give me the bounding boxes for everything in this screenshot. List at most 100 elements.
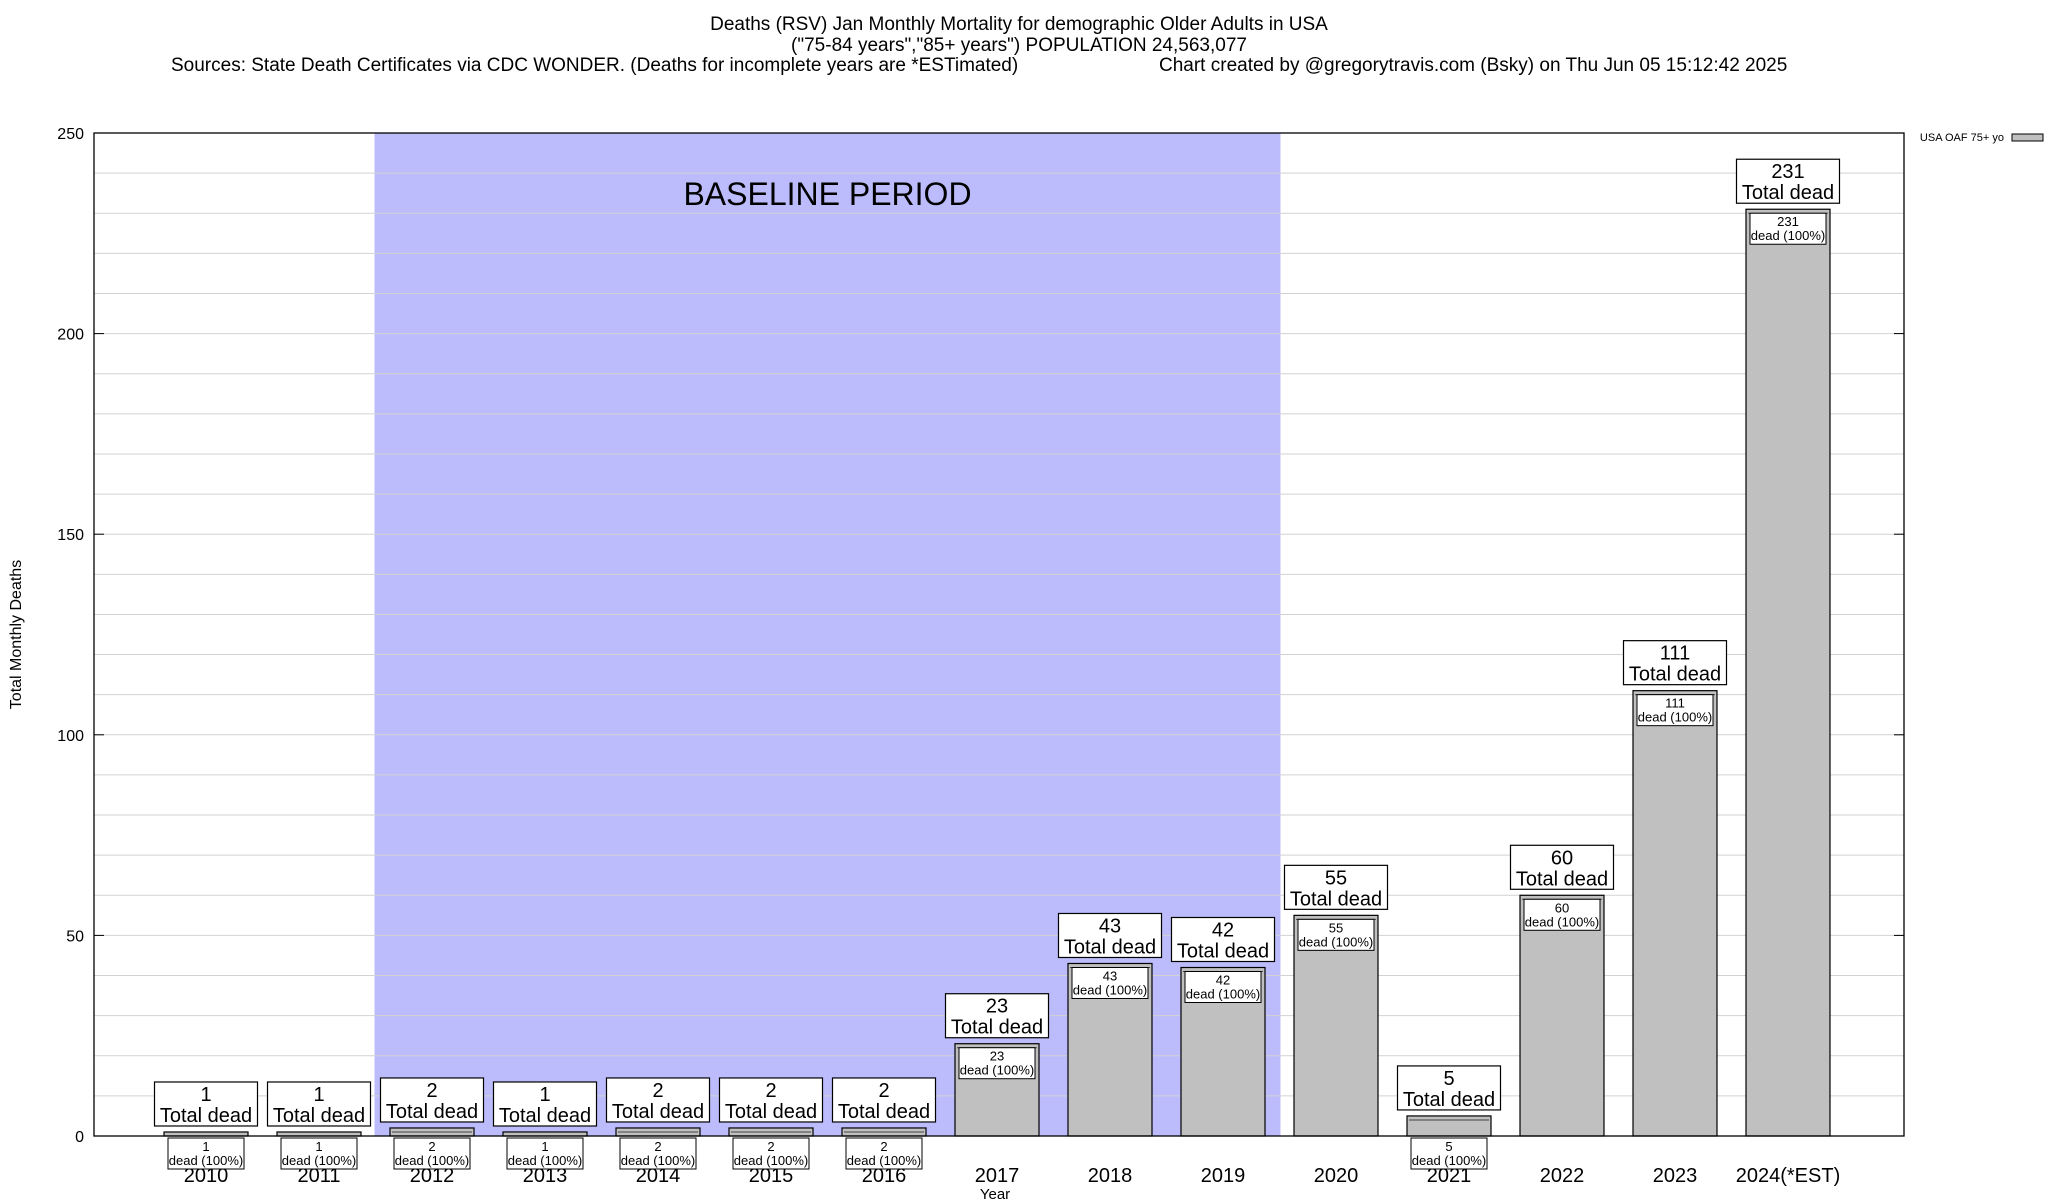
inner-label-box xyxy=(1523,898,1601,931)
inner-label-box xyxy=(1636,694,1714,727)
inner-label-text: dead (100%) xyxy=(282,1153,356,1168)
total-label-value: 2 xyxy=(426,1080,437,1102)
inner-label-text: dead (100%) xyxy=(169,1153,243,1168)
bar xyxy=(1745,208,1831,1137)
x-tick-label: 2018 xyxy=(1088,1165,1133,1187)
x-tick-label: 2019 xyxy=(1201,1165,1246,1187)
inner-label-value: 42 xyxy=(1216,972,1230,987)
y-tick-label: 150 xyxy=(57,527,84,544)
total-label-box xyxy=(831,1077,937,1123)
inner-label-text: dead (100%) xyxy=(734,1153,808,1168)
inner-label-box xyxy=(619,1137,697,1170)
total-label-box xyxy=(605,1077,711,1123)
inner-label-text: dead (100%) xyxy=(1751,228,1825,243)
inner-label-value: 2 xyxy=(880,1139,887,1154)
total-label-box xyxy=(1170,916,1276,963)
x-tick-label: 2014 xyxy=(636,1165,681,1187)
inner-label-text: dead (100%) xyxy=(1073,982,1147,997)
inner-label-value: 1 xyxy=(315,1139,322,1154)
inner-label-box xyxy=(167,1137,245,1170)
total-label-box xyxy=(153,1081,259,1127)
bar xyxy=(1406,1115,1492,1137)
total-label-text: Total dead xyxy=(1742,182,1834,204)
total-label-value: 2 xyxy=(878,1080,889,1102)
x-tick-label: 2015 xyxy=(749,1165,794,1187)
y-tick-label: 200 xyxy=(57,327,84,344)
total-label-value: 2 xyxy=(652,1080,663,1102)
inner-label-box xyxy=(845,1137,923,1170)
inner-label-text: dead (100%) xyxy=(1299,934,1373,949)
inner-label-value: 2 xyxy=(767,1139,774,1154)
inner-label-value: 1 xyxy=(541,1139,548,1154)
total-label-value: 55 xyxy=(1325,867,1347,889)
chart-header: Deaths (RSV) Jan Monthly Mortality for d… xyxy=(0,0,2048,90)
inner-label-value: 2 xyxy=(654,1139,661,1154)
inner-label-text: dead (100%) xyxy=(395,1153,469,1168)
inner-label-box xyxy=(393,1137,471,1170)
inner-label-text: dead (100%) xyxy=(1638,710,1712,725)
inner-label-box xyxy=(1184,970,1262,1003)
inner-label-text: dead (100%) xyxy=(1525,914,1599,929)
total-label-value: 2 xyxy=(765,1080,776,1102)
total-label-value: 1 xyxy=(539,1084,550,1106)
total-label-value: 1 xyxy=(313,1084,324,1106)
x-tick-label: 2016 xyxy=(862,1165,907,1187)
x-tick-label: 2020 xyxy=(1314,1165,1359,1187)
chart-credit: Chart created by @gregorytravis.com (Bsk… xyxy=(1159,55,1788,76)
inner-label-value: 55 xyxy=(1329,920,1343,935)
total-label-text: Total dead xyxy=(1290,888,1382,910)
bar xyxy=(1632,690,1718,1137)
total-label-box xyxy=(1396,1065,1502,1111)
total-label-value: 43 xyxy=(1099,915,1121,937)
x-tick-label: 2022 xyxy=(1540,1165,1585,1187)
chart-sources: Sources: State Death Certificates via CD… xyxy=(171,55,1019,76)
y-tick-label: 100 xyxy=(57,728,84,745)
total-label-box xyxy=(492,1081,598,1127)
total-label-box xyxy=(1509,844,1615,890)
total-label-box xyxy=(266,1081,372,1127)
baseline-label: BASELINE PERIOD xyxy=(683,176,971,212)
total-label-text: Total dead xyxy=(1629,664,1721,686)
x-tick-label: 2010 xyxy=(184,1165,229,1187)
x-tick-label: 2011 xyxy=(297,1165,340,1187)
inner-label-box xyxy=(1749,212,1827,245)
inner-label-box xyxy=(732,1137,810,1170)
inner-label-value: 1 xyxy=(202,1139,209,1154)
x-tick-label: 2024(*EST) xyxy=(1736,1165,1841,1187)
total-label-box xyxy=(718,1077,824,1123)
total-label-text: Total dead xyxy=(1064,936,1156,958)
x-tick-label: 2021 xyxy=(1427,1165,1472,1187)
inner-label-box xyxy=(506,1137,584,1170)
total-label-text: Total dead xyxy=(160,1105,252,1127)
total-label-value: 1 xyxy=(200,1084,211,1106)
x-tick-label: 2017 xyxy=(975,1165,1020,1187)
inner-label-text: dead (100%) xyxy=(960,1063,1034,1078)
inner-label-box xyxy=(1297,918,1375,951)
inner-label-text: dead (100%) xyxy=(621,1153,695,1168)
total-label-value: 60 xyxy=(1551,847,1573,869)
inner-label-value: 23 xyxy=(990,1049,1004,1064)
inner-label-box xyxy=(958,1047,1036,1080)
inner-label-box xyxy=(1071,966,1149,999)
inner-label-value: 43 xyxy=(1103,968,1117,983)
total-label-text: Total dead xyxy=(499,1105,591,1127)
total-label-box xyxy=(1622,640,1728,686)
inner-label-text: dead (100%) xyxy=(1186,986,1260,1001)
x-tick-label: 2023 xyxy=(1653,1165,1698,1187)
total-label-box xyxy=(1735,158,1841,204)
total-label-text: Total dead xyxy=(951,1017,1043,1039)
total-label-text: Total dead xyxy=(612,1101,704,1123)
legend-swatch xyxy=(2011,133,2044,142)
chart-title: Deaths (RSV) Jan Monthly Mortality for d… xyxy=(710,14,1328,35)
inner-label-value: 2 xyxy=(428,1139,435,1154)
inner-label-text: dead (100%) xyxy=(847,1153,921,1168)
y-tick-label: 250 xyxy=(57,126,84,143)
x-tick-label: 2012 xyxy=(410,1165,455,1187)
total-label-text: Total dead xyxy=(725,1101,817,1123)
total-label-text: Total dead xyxy=(386,1101,478,1123)
total-label-text: Total dead xyxy=(838,1101,930,1123)
x-tick-label: 2013 xyxy=(523,1165,568,1187)
y-tick-label: 0 xyxy=(75,1129,84,1146)
total-label-text: Total dead xyxy=(1177,940,1269,962)
